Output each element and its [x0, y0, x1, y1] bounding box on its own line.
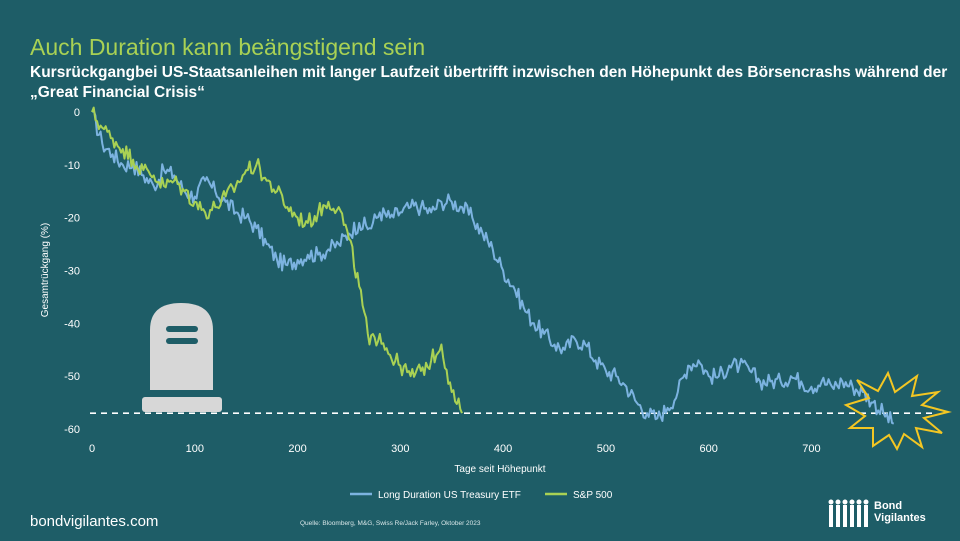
y-tick-label: -10 — [64, 160, 80, 172]
y-tick-label: -40 — [64, 318, 80, 330]
logo-text-line1: Bond — [874, 500, 903, 512]
y-axis-label: Gesamtrückgang (%) — [40, 223, 51, 317]
x-tick-label: 100 — [186, 443, 204, 455]
x-tick-label: 600 — [699, 443, 717, 455]
y-tick-label: 0 — [74, 107, 80, 119]
y-tick-label: -60 — [64, 424, 80, 436]
y-tick-label: -30 — [64, 266, 80, 278]
people-logo-icon — [828, 499, 869, 527]
chart-series-layer — [91, 106, 895, 425]
footer-site-link[interactable]: bondvigilantes.com — [30, 513, 159, 530]
x-tick-label: 400 — [494, 443, 512, 455]
x-tick-label: 200 — [288, 443, 306, 455]
legend-label: S&P 500 — [573, 490, 613, 501]
logo-text-line2: Vigilantes — [874, 512, 926, 524]
x-tick-label: 700 — [802, 443, 820, 455]
chart-legend: Long Duration US Treasury ETF S&P 500 — [350, 490, 613, 501]
y-tick-label: -20 — [64, 213, 80, 225]
page-title: Auch Duration kann beängstigend sein — [30, 34, 426, 60]
x-tick-label: 0 — [89, 443, 95, 455]
bond-vigilantes-logo: Bond Vigilantes — [826, 497, 936, 533]
x-tick-label: 300 — [391, 443, 409, 455]
series-line-sp500 — [91, 106, 463, 414]
chart-axes: 0 -10 -20 -30 -40 -50 -60 0 100 200 300 400 500 600 70… — [40, 107, 821, 475]
x-tick-label: 500 — [597, 443, 615, 455]
explosion-burst-icon — [843, 370, 952, 452]
series-line-treasury — [91, 109, 895, 425]
tombstone-icon — [142, 303, 222, 412]
page-subtitle: Kursrückgangbei US-Staatsanleihen mit la… — [30, 64, 948, 101]
footer-source-note: Quelle: Bloomberg, M&G, Swiss Re/Jack Fa… — [300, 520, 481, 527]
legend-label: Long Duration US Treasury ETF — [378, 490, 521, 501]
x-axis-label: Tage seit Höhepunkt — [454, 464, 545, 475]
y-tick-label: -50 — [64, 371, 80, 383]
